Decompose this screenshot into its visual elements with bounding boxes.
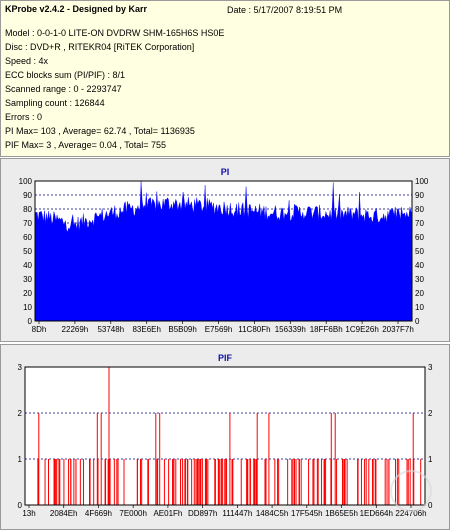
pi-ytick-left: 40 bbox=[23, 261, 32, 270]
pi-ytick-right: 100 bbox=[415, 177, 429, 186]
info-ecc: ECC blocks sum (PI/PIF) : 8/1 bbox=[5, 70, 126, 80]
pif-chart-title: PIF bbox=[217, 353, 232, 363]
pi-ytick-left: 0 bbox=[28, 317, 33, 326]
pi-plot-border bbox=[34, 180, 413, 322]
scan-date: Date : 5/17/2007 8:19:51 PM bbox=[227, 5, 343, 15]
pi-ytick-left: 30 bbox=[23, 275, 32, 284]
pif-xtick-label: 111447h bbox=[222, 509, 252, 518]
pi-xtick-label: E7569h bbox=[205, 325, 233, 334]
pi-ytick-left: 100 bbox=[19, 177, 33, 186]
pi-xtick-label: 83E6Eh bbox=[132, 325, 160, 334]
pi-chart: 0 0 10 10 20 20 30 30 40 40 50 50 60 60 70 70 80 80 90 90 10… bbox=[19, 177, 429, 334]
pi-ytick-right: 40 bbox=[415, 261, 424, 270]
pif-ytick-left: 1 bbox=[18, 455, 23, 464]
pi-xtick-label: 1C9E26h bbox=[345, 325, 378, 334]
pif-xtick-label: AE01Fh bbox=[153, 509, 182, 518]
pif-ytick-left: 3 bbox=[18, 363, 23, 372]
pif-ytick-right: 1 bbox=[428, 455, 433, 464]
info-disc: Disc : DVD+R , RITEKR04 [RiTEK Corporati… bbox=[5, 42, 195, 52]
info-errors: Errors : 0 bbox=[5, 112, 43, 122]
pi-xtick-label: 18FF6Bh bbox=[310, 325, 343, 334]
pi-ytick-right: 50 bbox=[415, 247, 424, 256]
pi-chart-title: PI bbox=[220, 167, 230, 177]
pi-ytick-right: 80 bbox=[415, 205, 424, 214]
pif-ytick-right: 0 bbox=[428, 501, 433, 510]
info-pi-summary: PI Max= 103 , Average= 62.74 , Total= 11… bbox=[5, 126, 195, 136]
info-model: Model : 0-0-1-0 LITE-ON DVDRW SHM-165H6S… bbox=[5, 28, 225, 38]
pif-xtick-label: 4F669h bbox=[85, 509, 112, 518]
pi-ytick-right: 10 bbox=[415, 303, 424, 312]
pif-ytick-right: 3 bbox=[428, 363, 433, 372]
info-panel: KProbe v2.4.2 - Designed by Karr Date : … bbox=[0, 0, 450, 157]
pif-xtick-label: 224706h bbox=[395, 509, 426, 518]
pi-ytick-left: 50 bbox=[23, 247, 32, 256]
pi-ytick-left: 10 bbox=[23, 303, 32, 312]
pi-series-area bbox=[34, 180, 413, 322]
pi-xtick-label: 53748h bbox=[97, 325, 124, 334]
pi-ytick-right: 70 bbox=[415, 219, 424, 228]
pi-ytick-right: 60 bbox=[415, 233, 424, 242]
pi-xtick-label: 8Dh bbox=[32, 325, 47, 334]
pi-ytick-left: 90 bbox=[23, 191, 32, 200]
pi-ytick-left: 80 bbox=[23, 205, 32, 214]
pi-ytick-left: 70 bbox=[23, 219, 32, 228]
watermark-logo bbox=[390, 470, 432, 512]
pif-ytick-left: 0 bbox=[18, 501, 23, 510]
pi-ytick-right: 20 bbox=[415, 289, 424, 298]
pi-ytick-left: 60 bbox=[23, 233, 32, 242]
pif-xtick-label: 13h bbox=[22, 509, 35, 518]
pif-xtick-label: 7E000h bbox=[119, 509, 147, 518]
pi-chart-panel: PI 0 0 10 10 20 20 30 30 40 40 50 50 60 60 70 70 80 80 90 9… bbox=[0, 158, 450, 342]
pi-xtick-label: 2037F7h bbox=[382, 325, 414, 334]
info-pif-summary: PIF Max= 3 , Average= 0.04 , Total= 755 bbox=[5, 140, 167, 150]
pif-plot-border bbox=[24, 366, 426, 506]
pi-xtick-label: 22269h bbox=[62, 325, 89, 334]
pif-ytick-right: 2 bbox=[428, 409, 433, 418]
pi-ytick-right: 0 bbox=[415, 317, 420, 326]
pif-xtick-label: 2084Eh bbox=[50, 509, 78, 518]
pi-ytick-right: 30 bbox=[415, 275, 424, 284]
pi-ytick-right: 90 bbox=[415, 191, 424, 200]
pi-ytick-left: 20 bbox=[23, 289, 32, 298]
pif-xtick-label: 17F545h bbox=[291, 509, 323, 518]
info-speed: Speed : 4x bbox=[5, 56, 49, 66]
info-sampling: Sampling count : 126844 bbox=[5, 98, 105, 108]
info-range: Scanned range : 0 - 2293747 bbox=[5, 84, 122, 94]
pi-xtick-label: B5B09h bbox=[168, 325, 196, 334]
pif-xtick-label: DD897h bbox=[188, 509, 217, 518]
pif-chart: 0 0 1 1 2 2 3 3 13h 2084Eh 4F669h 7E000h AE01Fh DD897… bbox=[18, 363, 433, 518]
pif-xtick-label: 1B65E5h bbox=[325, 509, 358, 518]
pi-xtick-label: 11C80Fh bbox=[238, 325, 270, 334]
app-title: KProbe v2.4.2 - Designed by Karr bbox=[5, 4, 148, 14]
pif-xtick-label: 1484C5h bbox=[256, 509, 288, 518]
pi-xtick-label: 156339h bbox=[275, 325, 306, 334]
pif-chart-panel: PIF 0 0 1 1 2 2 3 3 13h 2084Eh 4F669h 7E000h AE01Fh D… bbox=[0, 344, 450, 530]
pif-xtick-label: 1ED664h bbox=[360, 509, 393, 518]
pif-ytick-left: 2 bbox=[18, 409, 23, 418]
